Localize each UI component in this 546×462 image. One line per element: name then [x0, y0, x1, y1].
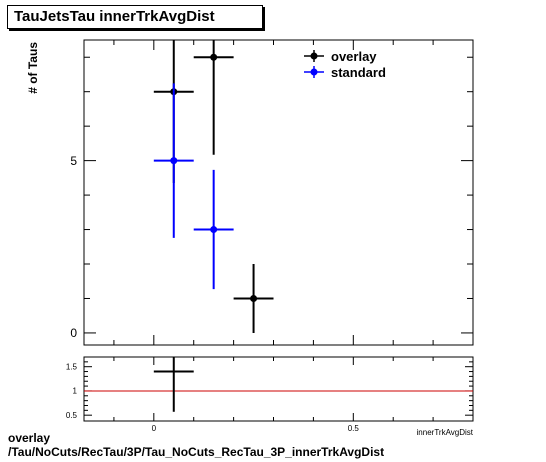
data-point: [170, 157, 178, 165]
data-point: [250, 294, 258, 302]
legend-label: overlay: [331, 49, 377, 64]
ratio-plot: 0 0.5 0.5 1 1.5 innerTrkAvgDist: [66, 356, 474, 437]
y-tick-label: 0: [70, 326, 77, 340]
x-tick-label: 0: [152, 424, 157, 433]
legend-marker: [310, 52, 318, 60]
data-point: [210, 53, 218, 61]
y-tick-label: 1.5: [66, 362, 78, 371]
y-tick-label: 0.5: [66, 411, 78, 420]
legend-marker: [310, 68, 318, 76]
y-tick-label: 1: [73, 387, 78, 396]
data-point: [210, 226, 218, 234]
chart-title: TauJetsTau innerTrkAvgDist: [14, 8, 215, 25]
y-tick-label: 5: [70, 154, 77, 168]
footer: overlay /Tau/NoCuts/RecTau/3P/Tau_NoCuts…: [8, 431, 384, 459]
legend-label: standard: [331, 65, 386, 80]
footer-line-2: /Tau/NoCuts/RecTau/3P/Tau_NoCuts_RecTau_…: [8, 445, 385, 459]
x-axis-label: innerTrkAvgDist: [417, 428, 474, 437]
y-axis-label: # of Taus: [26, 42, 40, 94]
main-plot: 00.505innerTrkAvgDist# of Tausoverlaysta…: [26, 39, 474, 346]
title-box: TauJetsTau innerTrkAvgDist: [7, 5, 263, 29]
plot-frame: [83, 39, 474, 346]
plot-frame: [83, 356, 474, 422]
footer-line-1: overlay: [8, 431, 51, 445]
x-tick-label: 0.5: [348, 424, 360, 433]
